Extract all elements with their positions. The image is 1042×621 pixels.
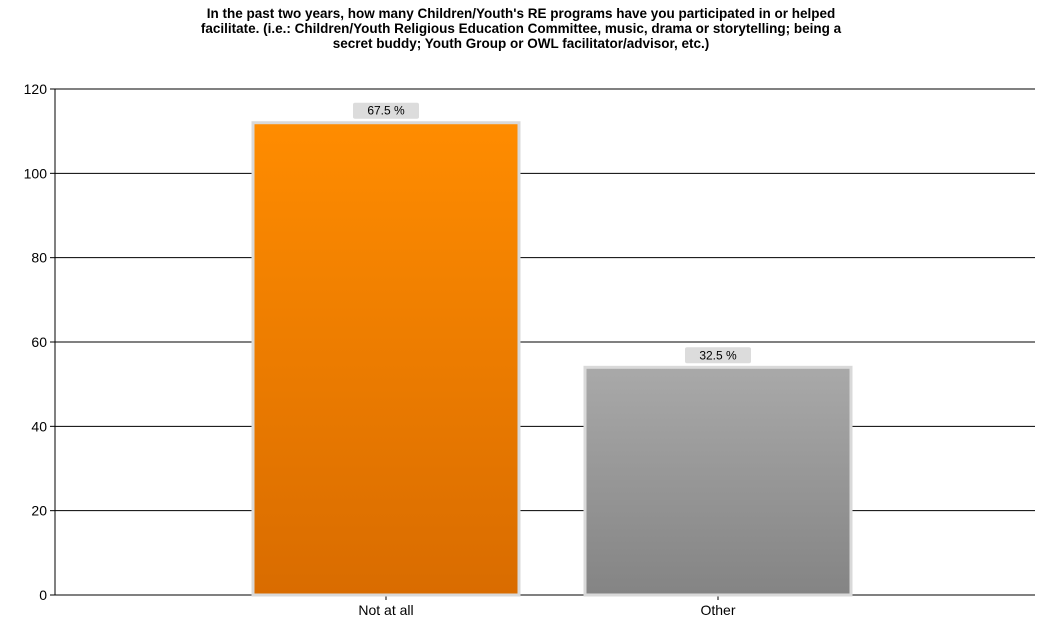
data-label: 32.5 %: [699, 348, 737, 362]
y-tick-label: 120: [24, 81, 48, 97]
y-tick-label: 60: [31, 334, 47, 350]
y-tick-label: 100: [24, 165, 48, 181]
y-tick-label: 40: [31, 418, 47, 434]
data-label: 67.5 %: [367, 104, 405, 118]
x-category-label: Other: [700, 602, 735, 618]
bar-other: [583, 365, 853, 597]
y-tick-label: 20: [31, 503, 47, 519]
bar-not-at-all: [251, 121, 521, 597]
data-label-box: [685, 347, 751, 364]
x-category-label: Not at all: [358, 602, 413, 618]
data-labels: 67.5 % 32.5 %: [353, 102, 751, 364]
data-label-box: [353, 102, 419, 119]
axes: 0 20 40 60 80 100 120 Not at all Other: [24, 81, 1035, 618]
gridlines: [55, 88, 1035, 512]
chart-title: In the past two years, how many Children…: [200, 6, 842, 51]
y-tick-label: 0: [39, 587, 47, 603]
bars: [251, 121, 853, 597]
y-tick-label: 80: [31, 250, 47, 266]
